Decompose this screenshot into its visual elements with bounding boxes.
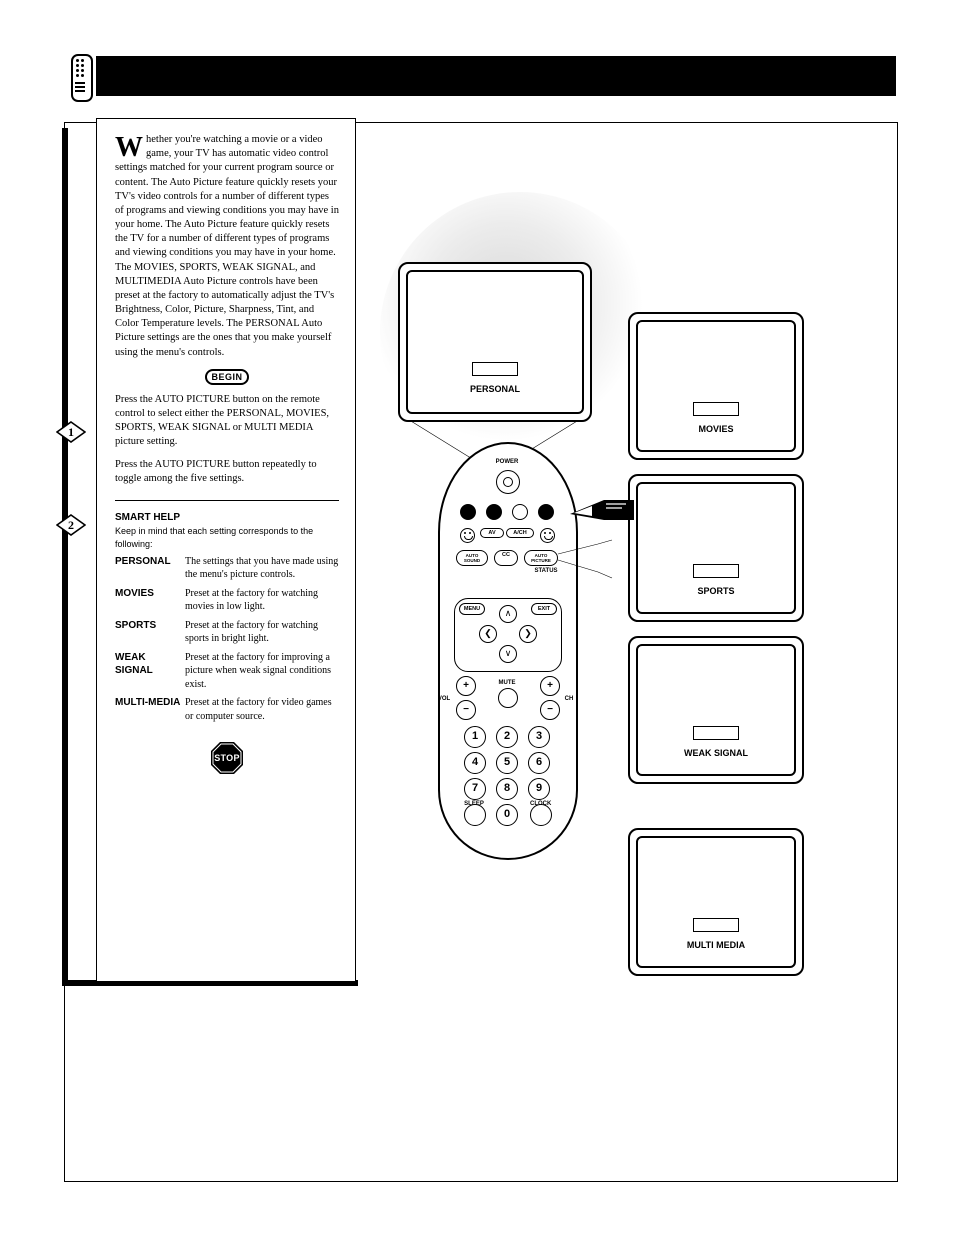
sleep-button[interactable]	[464, 804, 486, 826]
nav-right-button[interactable]: ❯	[519, 625, 537, 643]
cc-button[interactable]: CC	[494, 550, 518, 566]
tv-screen-weak-signal: WEAK SIGNAL	[628, 636, 804, 784]
smart-row: WEAK SIGNALPreset at the factory for imp…	[115, 651, 339, 692]
color-button[interactable]	[538, 504, 554, 520]
begin-marker: BEGIN	[115, 369, 339, 385]
remote-control: POWER AV A/CH AUTO SOUND CC AUTO PICTURE…	[438, 442, 574, 856]
step-1: Press the AUTO PICTURE button on the rem…	[115, 393, 339, 450]
num-6-button[interactable]: 6	[528, 752, 550, 774]
tv-screen-sports: SPORTS	[628, 474, 804, 622]
divider	[115, 500, 339, 501]
nav-down-button[interactable]: ∨	[499, 645, 517, 663]
mute-button[interactable]	[498, 688, 518, 708]
nav-left-button[interactable]: ❮	[479, 625, 497, 643]
channel-down-button[interactable]: −	[540, 700, 560, 720]
ch-label: CH	[560, 696, 578, 702]
av-button[interactable]: AV	[480, 528, 504, 538]
color-button-row	[460, 504, 554, 520]
instructions-panel: Whether you're watching a movie or a vid…	[96, 118, 356, 982]
pointing-hand-icon	[566, 496, 636, 536]
num-9-button[interactable]: 9	[528, 778, 550, 800]
num-3-button[interactable]: 3	[528, 726, 550, 748]
smart-help-sub: Keep in mind that each setting correspon…	[115, 525, 339, 549]
menu-dpad: MENU EXIT ∧ ❮ ❯ ∨	[454, 598, 562, 672]
button-beam	[556, 550, 616, 570]
clock-label: CLOCK	[530, 801, 550, 807]
auto-sound-button[interactable]: AUTO SOUND	[456, 550, 488, 566]
channel-up-button[interactable]: +	[540, 676, 560, 696]
auto-picture-button[interactable]: AUTO PICTURE	[524, 550, 558, 566]
smiley-button-right[interactable]	[540, 528, 555, 543]
tv-screen-personal: PERSONAL	[398, 262, 592, 422]
num-5-button[interactable]: 5	[496, 752, 518, 774]
menu-button[interactable]: MENU	[459, 603, 485, 615]
num-4-button[interactable]: 4	[464, 752, 486, 774]
power-label: POWER	[438, 459, 576, 465]
svg-text:2: 2	[68, 518, 74, 532]
smart-row: PERSONALThe settings that you have made …	[115, 555, 339, 582]
left-shadow	[62, 128, 68, 985]
color-button[interactable]	[460, 504, 476, 520]
power-button[interactable]	[496, 470, 520, 494]
smart-help: SMART HELP Keep in mind that each settin…	[115, 511, 339, 723]
mute-label: MUTE	[438, 680, 576, 686]
num-2-button[interactable]: 2	[496, 726, 518, 748]
smiley-button-left[interactable]	[460, 528, 475, 543]
step-diamond-1: 1	[56, 421, 86, 443]
smart-help-heading: SMART HELP	[115, 511, 339, 525]
num-1-button[interactable]: 1	[464, 726, 486, 748]
stop-marker: STOP	[115, 741, 339, 780]
num-0-button[interactable]: 0	[496, 804, 518, 826]
number-pad: 1 2 3 4 5 6 7 8 9 SLEEP 0 CLOCK	[464, 726, 550, 830]
color-button[interactable]	[512, 504, 528, 520]
smart-row: SPORTSPreset at the factory for watching…	[115, 619, 339, 646]
remote-control-icon	[68, 54, 92, 98]
volume-up-button[interactable]: +	[456, 676, 476, 696]
smart-row: MULTI-MEDIAPreset at the factory for vid…	[115, 696, 339, 723]
nav-up-button[interactable]: ∧	[499, 605, 517, 623]
num-8-button[interactable]: 8	[496, 778, 518, 800]
num-7-button[interactable]: 7	[464, 778, 486, 800]
clock-button[interactable]	[530, 804, 552, 826]
sleep-label: SLEEP	[464, 801, 484, 807]
svg-text:1: 1	[68, 425, 74, 439]
exit-button[interactable]: EXIT	[531, 603, 557, 615]
tv-screen-movies: MOVIES	[628, 312, 804, 460]
color-button[interactable]	[486, 504, 502, 520]
step-2: Press the AUTO PICTURE button repeatedly…	[115, 458, 339, 486]
intro-paragraph: Whether you're watching a movie or a vid…	[115, 133, 339, 360]
header-bar	[96, 56, 896, 96]
volume-down-button[interactable]: −	[456, 700, 476, 720]
ach-button[interactable]: A/CH	[506, 528, 534, 538]
vol-label: VOL	[432, 696, 456, 702]
smart-row: MOVIESPreset at the factory for watching…	[115, 587, 339, 614]
step-diamond-2: 2	[56, 514, 86, 536]
tv-screen-multi-media: MULTI MEDIA	[628, 828, 804, 976]
